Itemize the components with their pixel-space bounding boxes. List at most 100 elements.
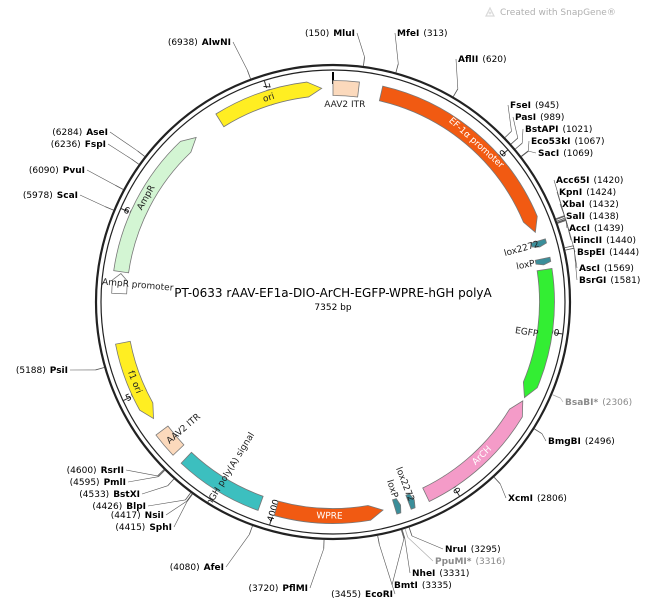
feature-arrow bbox=[215, 81, 323, 128]
site-tick bbox=[552, 394, 561, 399]
backbone-inner-circle bbox=[100, 69, 566, 535]
site-tick bbox=[408, 527, 413, 537]
site-name: BmtI bbox=[394, 581, 418, 591]
site-label: BsrGI (1581) bbox=[579, 276, 640, 286]
site-connector bbox=[79, 194, 106, 207]
site-label: BmtI (3335) bbox=[394, 581, 452, 591]
site-tick bbox=[504, 130, 512, 138]
site-name: NruI bbox=[445, 545, 467, 555]
site-tick bbox=[401, 529, 406, 539]
site-name: XbaI bbox=[562, 200, 585, 210]
site-connector bbox=[165, 500, 187, 516]
site-tick bbox=[157, 469, 165, 477]
feature-arrow bbox=[522, 267, 555, 399]
site-label: (4595) PmlI bbox=[70, 478, 126, 488]
site-connector bbox=[127, 476, 159, 483]
site-position: (1439) bbox=[594, 224, 624, 234]
site-label: PasI (989) bbox=[515, 113, 564, 123]
site-name: Acc65I bbox=[556, 176, 590, 186]
site-label: (4600) RsrII bbox=[67, 466, 124, 476]
site-connector bbox=[225, 534, 250, 568]
site-tick bbox=[510, 137, 519, 145]
feature-label: AAV2 ITR bbox=[324, 100, 365, 110]
site-tick bbox=[158, 470, 165, 477]
site-name: PpuMI* bbox=[435, 557, 472, 567]
site-tick bbox=[186, 493, 193, 502]
site-connector bbox=[309, 548, 324, 589]
site-tick bbox=[556, 217, 566, 222]
site-tick bbox=[400, 529, 405, 539]
site-label: (5188) PsiI bbox=[16, 366, 68, 376]
site-name: AccI bbox=[569, 224, 590, 234]
backbone-ring bbox=[94, 63, 572, 541]
site-position: (1581) bbox=[610, 276, 640, 286]
site-name: AflII bbox=[458, 55, 478, 65]
site-name: PflMI bbox=[282, 584, 308, 594]
feature-arrow bbox=[534, 256, 552, 266]
site-position: (945) bbox=[535, 101, 559, 111]
site-label: (4080) AfeI bbox=[170, 563, 224, 573]
feature-label: loxP bbox=[384, 479, 399, 500]
site-position: (3335) bbox=[422, 581, 452, 591]
site-connector bbox=[109, 131, 138, 152]
site-label: (4415) SphI bbox=[115, 523, 172, 533]
site-name: AseI bbox=[86, 128, 108, 138]
site-label: SacI (1069) bbox=[538, 149, 593, 159]
feature-arrow bbox=[113, 136, 197, 274]
site-position: (1569) bbox=[604, 264, 634, 274]
site-tick bbox=[105, 206, 114, 211]
site-name: MfeI bbox=[397, 29, 419, 39]
site-tick bbox=[363, 56, 365, 67]
site-name: SphI bbox=[149, 523, 172, 533]
site-position: (150) bbox=[305, 29, 329, 39]
site-name: AlwNI bbox=[202, 38, 231, 48]
site-label: (6090) PvuI bbox=[29, 166, 85, 176]
site-position: (4417) bbox=[111, 511, 141, 521]
site-label: (4417) NsiI bbox=[111, 511, 164, 521]
site-name: BstXI bbox=[113, 490, 140, 500]
site-name: RsrII bbox=[101, 466, 124, 476]
site-position: (4415) bbox=[115, 523, 145, 533]
site-tick bbox=[564, 245, 574, 249]
site-label: Eco53kI (1067) bbox=[531, 137, 604, 147]
site-name: BmgBI bbox=[548, 437, 581, 447]
site-label: FseI (945) bbox=[510, 101, 559, 111]
site-name: AfeI bbox=[204, 563, 224, 573]
site-position: (2806) bbox=[537, 494, 567, 504]
site-connector bbox=[125, 469, 158, 477]
site-label: XcmI (2806) bbox=[508, 494, 567, 504]
site-label: (4533) BstXI bbox=[79, 490, 140, 500]
site-name: PvuI bbox=[63, 166, 85, 176]
site-name: BsrGI bbox=[579, 276, 606, 286]
feature-arrow bbox=[155, 425, 185, 456]
site-position: (3316) bbox=[475, 557, 505, 567]
site-position: (3720) bbox=[248, 584, 278, 594]
site-position: (3455) bbox=[331, 590, 361, 600]
feature-arrow bbox=[273, 500, 384, 524]
site-connector bbox=[512, 116, 519, 139]
site-position: (1067) bbox=[575, 137, 605, 147]
site-label: (6236) FspI bbox=[51, 140, 106, 150]
site-position: (4426) bbox=[92, 502, 122, 512]
feature-label: WPRE bbox=[316, 511, 343, 521]
site-name: Eco53kI bbox=[531, 137, 571, 147]
tick-mark bbox=[263, 80, 268, 89]
site-connector bbox=[391, 538, 405, 586]
site-position: (1424) bbox=[586, 188, 616, 198]
site-name: BspEI bbox=[577, 248, 605, 258]
site-position: (4600) bbox=[67, 466, 97, 476]
site-connector bbox=[411, 535, 444, 550]
site-position: (1420) bbox=[594, 176, 624, 186]
tick-mark bbox=[501, 149, 509, 156]
site-name: BlpI bbox=[126, 502, 146, 512]
site-tick bbox=[167, 478, 175, 486]
site-label: NheI (3331) bbox=[412, 569, 469, 579]
restriction-sites: (150) MluI MfeI (313) AflII (620) FseI (945) Pas… bbox=[16, 29, 641, 600]
feature-label: loxP bbox=[516, 259, 537, 272]
site-tick bbox=[534, 428, 543, 435]
site-tick bbox=[137, 150, 145, 157]
site-name: PmlI bbox=[104, 478, 126, 488]
site-position: (6090) bbox=[29, 166, 59, 176]
